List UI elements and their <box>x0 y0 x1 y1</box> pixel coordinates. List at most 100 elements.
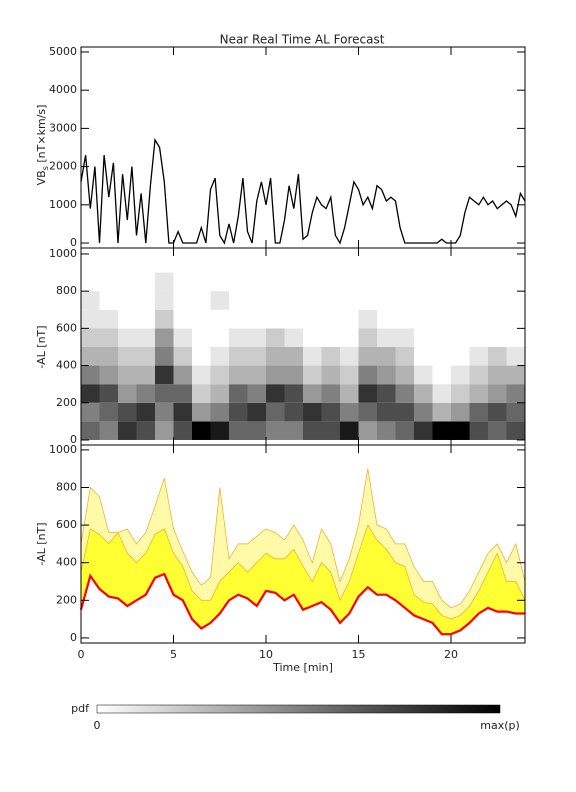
heat-cell <box>506 253 525 273</box>
heat-cell <box>155 253 174 273</box>
median-line <box>79 572 525 636</box>
x-tick-label: 5 <box>170 648 177 661</box>
heat-cell <box>432 291 451 310</box>
y-tick-label: 4000 <box>49 83 77 96</box>
heat-cell <box>395 384 414 403</box>
heat-cell <box>229 328 248 347</box>
heat-cell <box>469 253 488 273</box>
heat-cell <box>395 346 414 366</box>
heat-cell <box>210 309 229 329</box>
heat-cell <box>451 253 470 273</box>
heat-cell <box>451 328 470 347</box>
heat-cell <box>284 421 303 440</box>
heat-cell <box>173 291 192 310</box>
y-tick-label: 400 <box>56 359 77 372</box>
heat-cell <box>192 291 211 310</box>
heat-cell <box>358 272 377 292</box>
heat-cell <box>247 291 266 310</box>
heat-cell <box>229 402 248 422</box>
heat-cell <box>266 384 285 403</box>
heat-cell <box>173 384 192 403</box>
heat-cell <box>155 384 174 403</box>
heat-cell <box>118 253 137 273</box>
y-tick-label: 0 <box>70 631 77 644</box>
heat-cell <box>321 402 340 422</box>
heat-cell <box>340 309 359 329</box>
heat-cell <box>266 365 285 385</box>
heat-cell <box>377 346 396 366</box>
heat-cell <box>210 328 229 347</box>
heat-cell <box>451 346 470 366</box>
heat-cell <box>340 402 359 422</box>
heat-cell <box>414 384 433 403</box>
heat-cell <box>340 384 359 403</box>
y-tick-label: 3000 <box>49 121 77 134</box>
heat-cell <box>395 309 414 329</box>
heat-cell <box>81 291 100 310</box>
heat-cell <box>210 272 229 292</box>
heat-cell <box>284 309 303 329</box>
heat-cell <box>173 402 192 422</box>
heat-cell <box>99 291 118 310</box>
heat-cell <box>192 346 211 366</box>
heat-cell <box>358 402 377 422</box>
heat-cell <box>266 272 285 292</box>
band-fill <box>81 525 525 635</box>
heat-cell <box>155 328 174 347</box>
heat-cell <box>247 384 266 403</box>
heat-cell <box>173 346 192 366</box>
heat-cell <box>229 272 248 292</box>
heat-cell <box>432 253 451 273</box>
heat-cell <box>284 272 303 292</box>
heat-cell <box>284 365 303 385</box>
heat-cell <box>469 346 488 366</box>
heat-cell <box>340 365 359 385</box>
heat-cell <box>173 272 192 292</box>
heat-cell <box>377 365 396 385</box>
heat-cell <box>118 309 137 329</box>
y-tick-label: 400 <box>56 556 77 569</box>
heat-cell <box>81 253 100 273</box>
heat-cell <box>99 346 118 366</box>
heat-cell <box>173 253 192 273</box>
heat-cell <box>358 309 377 329</box>
heat-cell <box>395 365 414 385</box>
heat-cell <box>469 421 488 440</box>
heat-cell <box>358 421 377 440</box>
y-tick-label: 800 <box>56 284 77 297</box>
heat-cell <box>303 346 322 366</box>
heat-cell <box>358 384 377 403</box>
heat-cell <box>432 402 451 422</box>
heat-cell <box>432 421 451 440</box>
heat-cell <box>395 291 414 310</box>
heat-cell <box>266 291 285 310</box>
heat-cell <box>229 421 248 440</box>
heat-cell <box>469 402 488 422</box>
band-edge <box>80 468 526 609</box>
heat-cell <box>432 272 451 292</box>
heat-cell <box>247 309 266 329</box>
heat-cell <box>303 402 322 422</box>
heat-cell <box>358 328 377 347</box>
heat-cell <box>247 346 266 366</box>
heat-cell <box>451 365 470 385</box>
y-tick-label: 0 <box>70 433 77 446</box>
heat-cell <box>99 384 118 403</box>
y-tick-label: 200 <box>56 593 77 606</box>
heat-cell <box>210 291 229 310</box>
heat-cell <box>81 309 100 329</box>
heat-cell <box>506 402 525 422</box>
y-tick-label: 1000 <box>49 198 77 211</box>
y-tick-label: 1000 <box>49 247 77 260</box>
x-tick-label: 20 <box>444 648 458 661</box>
colorbar-label: pdf <box>71 702 90 715</box>
heat-cell <box>303 328 322 347</box>
heat-cell <box>321 309 340 329</box>
heat-cell <box>469 365 488 385</box>
heat-cell <box>81 346 100 366</box>
heat-cell <box>321 384 340 403</box>
heat-cell <box>340 253 359 273</box>
heat-cell <box>451 272 470 292</box>
plot-frame <box>80 444 526 644</box>
heat-cell <box>247 328 266 347</box>
